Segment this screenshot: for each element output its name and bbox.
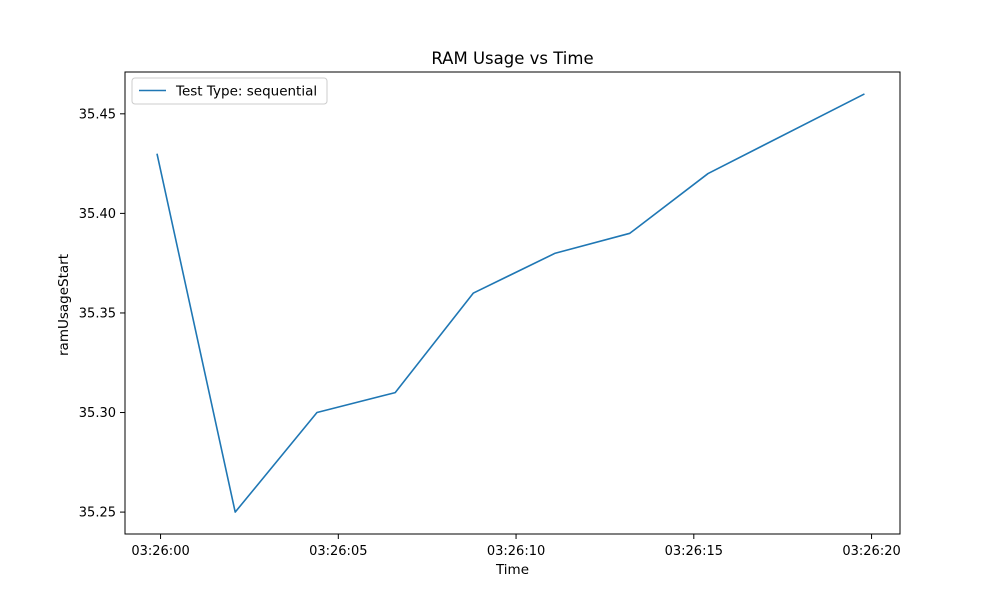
x-axis-label: Time bbox=[495, 562, 529, 578]
y-axis-label: ramUsageStart bbox=[56, 254, 72, 356]
y-axis-ticks: 35.25 35.30 35.35 35.40 35.45 bbox=[79, 107, 125, 521]
x-tick-label: 03:26:10 bbox=[487, 544, 545, 559]
plot-frame bbox=[124, 71, 901, 535]
legend-box bbox=[131, 77, 328, 105]
chart-title: RAM Usage vs Time bbox=[431, 49, 593, 68]
series-line bbox=[156, 93, 865, 513]
x-axis-ticks: 03:26:00 03:26:05 03:26:10 03:26:15 03:26:20 bbox=[131, 534, 901, 559]
y-tick-label: 35.25 bbox=[79, 506, 116, 521]
x-tick-label: 03:26:20 bbox=[842, 544, 900, 559]
y-tick-label: 35.45 bbox=[79, 107, 116, 122]
y-tick-label: 35.40 bbox=[79, 207, 116, 222]
legend: Test Type: sequential bbox=[131, 77, 328, 105]
legend-label: Test Type: sequential bbox=[175, 84, 317, 100]
y-tick-label: 35.30 bbox=[79, 406, 116, 421]
y-tick-label: 35.35 bbox=[79, 306, 116, 321]
x-tick-label: 03:26:15 bbox=[665, 544, 723, 559]
series-layer bbox=[156, 93, 865, 513]
x-tick-label: 03:26:05 bbox=[309, 544, 367, 559]
x-tick-label: 03:26:00 bbox=[131, 544, 189, 559]
